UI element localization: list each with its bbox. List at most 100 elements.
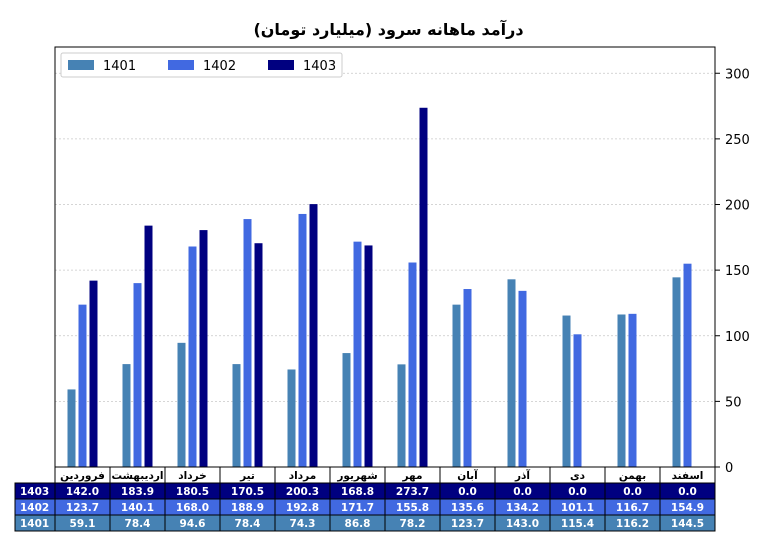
legend-swatch xyxy=(168,60,194,70)
bar-1402 xyxy=(133,283,142,467)
bar-1401 xyxy=(617,314,626,467)
table-cell: 59.1 xyxy=(70,518,96,530)
bar-1402 xyxy=(78,304,87,467)
table-cell: 143.0 xyxy=(506,518,539,530)
bar-1402 xyxy=(683,263,692,467)
table-cell: 170.5 xyxy=(231,486,264,498)
table-row-header: 1403 xyxy=(20,486,49,498)
chart-title: درآمد ماهانه سرود (میلیارد تومان) xyxy=(253,20,524,39)
table-cell: 273.7 xyxy=(396,486,429,498)
bar-1401 xyxy=(342,353,351,467)
bar-1403 xyxy=(199,230,208,467)
legend-label: 1403 xyxy=(303,59,336,74)
table-column-header: فروردین xyxy=(60,470,105,482)
table-cell: 180.5 xyxy=(176,486,209,498)
plot-frame xyxy=(54,46,716,468)
y-tick-label: 250 xyxy=(725,133,750,148)
legend-label: 1401 xyxy=(103,59,136,74)
legend-swatch xyxy=(268,60,294,70)
table-cell: 183.9 xyxy=(121,486,154,498)
table-cell: 171.7 xyxy=(341,502,374,514)
table-cell: 155.8 xyxy=(396,502,429,514)
table-cell: 0.0 xyxy=(458,486,477,498)
table-cell: 123.7 xyxy=(66,502,99,514)
table-cell: 0.0 xyxy=(513,486,532,498)
table-column-header: مهر xyxy=(402,470,423,482)
table-column-header: اسفند xyxy=(672,470,704,482)
table-cell: 188.9 xyxy=(231,502,264,514)
bar-1401 xyxy=(122,364,131,467)
bar-1402 xyxy=(243,219,252,467)
bar-1401 xyxy=(452,304,461,467)
bar-1403 xyxy=(89,280,98,467)
table-cell: 74.3 xyxy=(290,518,316,530)
y-tick-label: 300 xyxy=(725,67,750,82)
bar-1401 xyxy=(507,279,516,467)
table-cell: 116.2 xyxy=(616,518,649,530)
table-cell: 116.7 xyxy=(616,502,649,514)
bar-1401 xyxy=(562,315,571,467)
y-tick-label: 150 xyxy=(725,264,750,279)
table-cell: 78.4 xyxy=(125,518,151,530)
table-cell: 200.3 xyxy=(286,486,319,498)
table-cell: 140.1 xyxy=(121,502,154,514)
bar-1402 xyxy=(298,213,307,467)
table-cell: 144.5 xyxy=(671,518,704,530)
table-column-header: تیر xyxy=(239,470,255,482)
table-column-header: اردیبهشت xyxy=(112,470,164,482)
y-tick-label: 100 xyxy=(725,330,750,345)
bar-1402 xyxy=(518,290,527,467)
y-tick-label: 0 xyxy=(725,461,733,476)
table-column-header: آبان xyxy=(457,469,478,482)
table-cell: 86.8 xyxy=(345,518,371,530)
table-cell: 142.0 xyxy=(66,486,99,498)
table-cell: 0.0 xyxy=(678,486,697,498)
table-cell: 192.8 xyxy=(286,502,319,514)
bar-1402 xyxy=(628,313,637,467)
bar-1402 xyxy=(188,246,197,467)
table-column-header: خرداد xyxy=(178,470,206,482)
table-cell: 135.6 xyxy=(451,502,484,514)
bar-1402 xyxy=(573,334,582,467)
y-tick-label: 50 xyxy=(725,395,742,410)
bar-1403 xyxy=(309,204,318,467)
table-cell: 123.7 xyxy=(451,518,484,530)
y-tick-label: 200 xyxy=(725,199,750,214)
table-column-header: دی xyxy=(570,470,586,482)
bar-1401 xyxy=(287,369,296,467)
bar-1402 xyxy=(463,289,472,467)
bar-1403 xyxy=(254,243,263,467)
table-cell: 115.4 xyxy=(561,518,594,530)
table-cell: 78.2 xyxy=(400,518,426,530)
table-cell: 168.8 xyxy=(341,486,374,498)
table-column-header: مرداد xyxy=(289,470,316,482)
bar-1401 xyxy=(232,364,241,467)
bar-1401 xyxy=(177,342,186,467)
table-cell: 154.9 xyxy=(671,502,704,514)
legend-label: 1402 xyxy=(203,59,236,74)
legend-swatch xyxy=(68,60,94,70)
table-row-header: 1401 xyxy=(20,518,49,530)
bar-1403 xyxy=(144,225,153,467)
table-row-header: 1402 xyxy=(20,502,49,514)
bar-1402 xyxy=(408,262,417,467)
table-row-1401 xyxy=(14,514,716,532)
table-cell: 168.0 xyxy=(176,502,209,514)
table-cell: 101.1 xyxy=(561,502,594,514)
table-column-header: شهریور xyxy=(336,470,377,482)
table-column-header: بهمن xyxy=(619,470,646,482)
table-column-header: آذر xyxy=(514,469,530,482)
table-cell: 0.0 xyxy=(568,486,587,498)
legend-box xyxy=(60,52,343,78)
bar-1403 xyxy=(364,245,373,467)
table-cell: 94.6 xyxy=(180,518,206,530)
bar-1401 xyxy=(67,389,76,467)
bar-1401 xyxy=(672,277,681,467)
table-cell: 134.2 xyxy=(506,502,539,514)
bar-1401 xyxy=(397,364,406,467)
table-cell: 78.4 xyxy=(235,518,261,530)
bar-1402 xyxy=(353,241,362,467)
bar-1403 xyxy=(419,107,428,468)
table-cell: 0.0 xyxy=(623,486,642,498)
